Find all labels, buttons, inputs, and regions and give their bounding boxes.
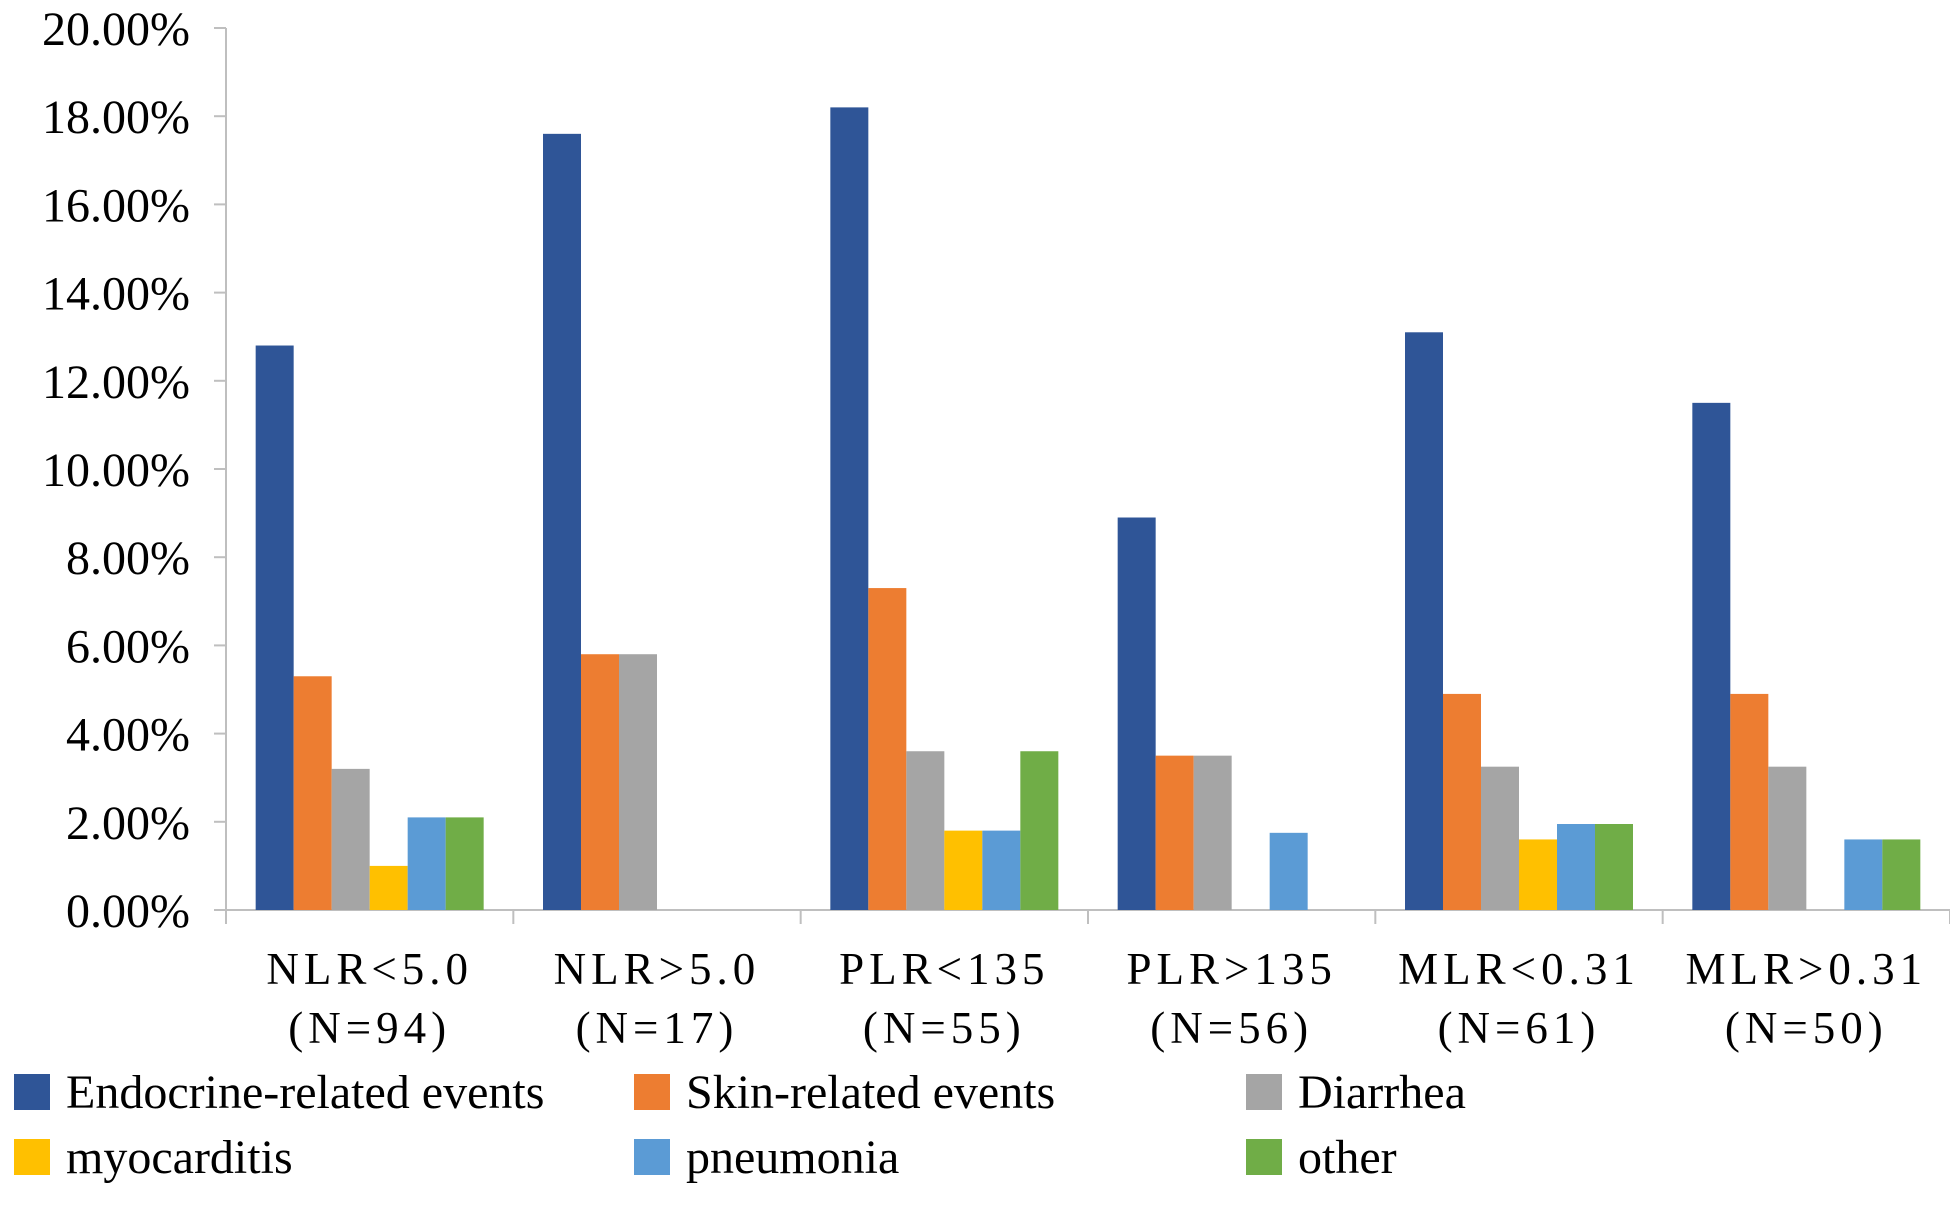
category-count-label: (N=61) — [1438, 1003, 1601, 1053]
y-tick-label: 10.00% — [42, 444, 190, 497]
bar-endocrine-related-events-4 — [1405, 332, 1443, 910]
bar-endocrine-related-events-0 — [255, 345, 294, 910]
bar-other-0 — [445, 817, 484, 910]
bar-diarrhea-3 — [1193, 755, 1232, 910]
category-label: MLR>0.31 — [1686, 944, 1928, 994]
bar-skin-related-events-5 — [1730, 693, 1769, 910]
bars — [255, 107, 1921, 911]
bar-endocrine-related-events-5 — [1692, 402, 1731, 910]
legend-label-pneumonia: pneumonia — [686, 1131, 899, 1184]
legend: Endocrine-related events Skin-related eve… — [14, 1066, 1466, 1184]
bar-pneumonia-4 — [1557, 824, 1595, 910]
bar-pneumonia-5 — [1844, 839, 1883, 910]
legend-swatch-myocarditis — [14, 1139, 50, 1175]
bar-skin-related-events-3 — [1155, 755, 1194, 910]
bar-skin-related-events-4 — [1443, 693, 1481, 910]
category-label: NLR>5.0 — [554, 944, 761, 994]
legend-label-other: other — [1298, 1131, 1397, 1184]
bar-diarrhea-5 — [1768, 766, 1807, 910]
bar-other-2 — [1020, 751, 1059, 910]
category-label: MLR<0.31 — [1398, 944, 1640, 994]
y-tick-label: 20.00% — [42, 3, 190, 56]
bar-myocarditis-0 — [369, 865, 408, 910]
bar-pneumonia-0 — [407, 817, 446, 910]
legend-label-skin-related-events: Skin-related events — [686, 1066, 1055, 1119]
bar-pneumonia-2 — [982, 830, 1021, 910]
bar-other-5 — [1882, 839, 1921, 910]
bar-myocarditis-4 — [1519, 839, 1557, 910]
bar-skin-related-events-0 — [293, 676, 332, 910]
y-tick-label: 6.00% — [66, 620, 190, 673]
bar-other-4 — [1595, 824, 1633, 910]
y-tick-label: 8.00% — [66, 532, 190, 585]
bar-diarrhea-0 — [331, 768, 370, 910]
legend-label-endocrine-related-events: Endocrine-related events — [66, 1066, 544, 1119]
bar-endocrine-related-events-2 — [830, 107, 869, 910]
x-axis-category-labels: NLR<5.0 (N=94) NLR>5.0 (N=17) PLR<135 (N=55) P… — [266, 944, 1928, 1053]
category-label: NLR<5.0 — [266, 944, 473, 994]
axes — [214, 27, 1950, 924]
bar-skin-related-events-2 — [868, 588, 907, 910]
category-count-label: (N=94) — [288, 1003, 451, 1053]
legend-swatch-other — [1246, 1139, 1282, 1175]
y-tick-label: 14.00% — [42, 268, 190, 321]
bar-diarrhea-1 — [619, 654, 657, 910]
y-axis-tick-labels: 0.00% 2.00% 4.00% 6.00% 8.00% 10.00% 12.00% 14.… — [42, 3, 190, 938]
category-count-label: (N=56) — [1150, 1003, 1313, 1053]
legend-swatch-pneumonia — [634, 1139, 670, 1175]
bar-pneumonia-3 — [1269, 832, 1308, 910]
category-count-label: (N=55) — [863, 1003, 1026, 1053]
category-count-label: (N=17) — [576, 1003, 739, 1053]
legend-label-diarrhea: Diarrhea — [1298, 1066, 1466, 1119]
category-count-label: (N=50) — [1725, 1003, 1888, 1053]
legend-swatch-skin-related-events — [634, 1074, 670, 1110]
y-tick-label: 18.00% — [42, 91, 190, 144]
bar-endocrine-related-events-3 — [1117, 517, 1156, 910]
y-tick-label: 2.00% — [66, 797, 190, 850]
y-tick-label: 0.00% — [66, 885, 190, 938]
category-label: PLR<135 — [839, 944, 1049, 994]
y-tick-label: 4.00% — [66, 709, 190, 762]
bar-diarrhea-2 — [906, 751, 945, 910]
legend-swatch-endocrine-related-events — [14, 1074, 50, 1110]
bar-endocrine-related-events-1 — [543, 133, 581, 911]
legend-swatch-diarrhea — [1246, 1074, 1282, 1110]
legend-label-myocarditis: myocarditis — [66, 1131, 293, 1184]
category-label: PLR>135 — [1126, 944, 1336, 994]
y-tick-label: 12.00% — [42, 356, 190, 409]
y-tick-label: 16.00% — [42, 179, 190, 232]
bar-myocarditis-2 — [944, 830, 983, 910]
bar-diarrhea-4 — [1481, 766, 1519, 910]
bar-skin-related-events-1 — [581, 654, 619, 910]
